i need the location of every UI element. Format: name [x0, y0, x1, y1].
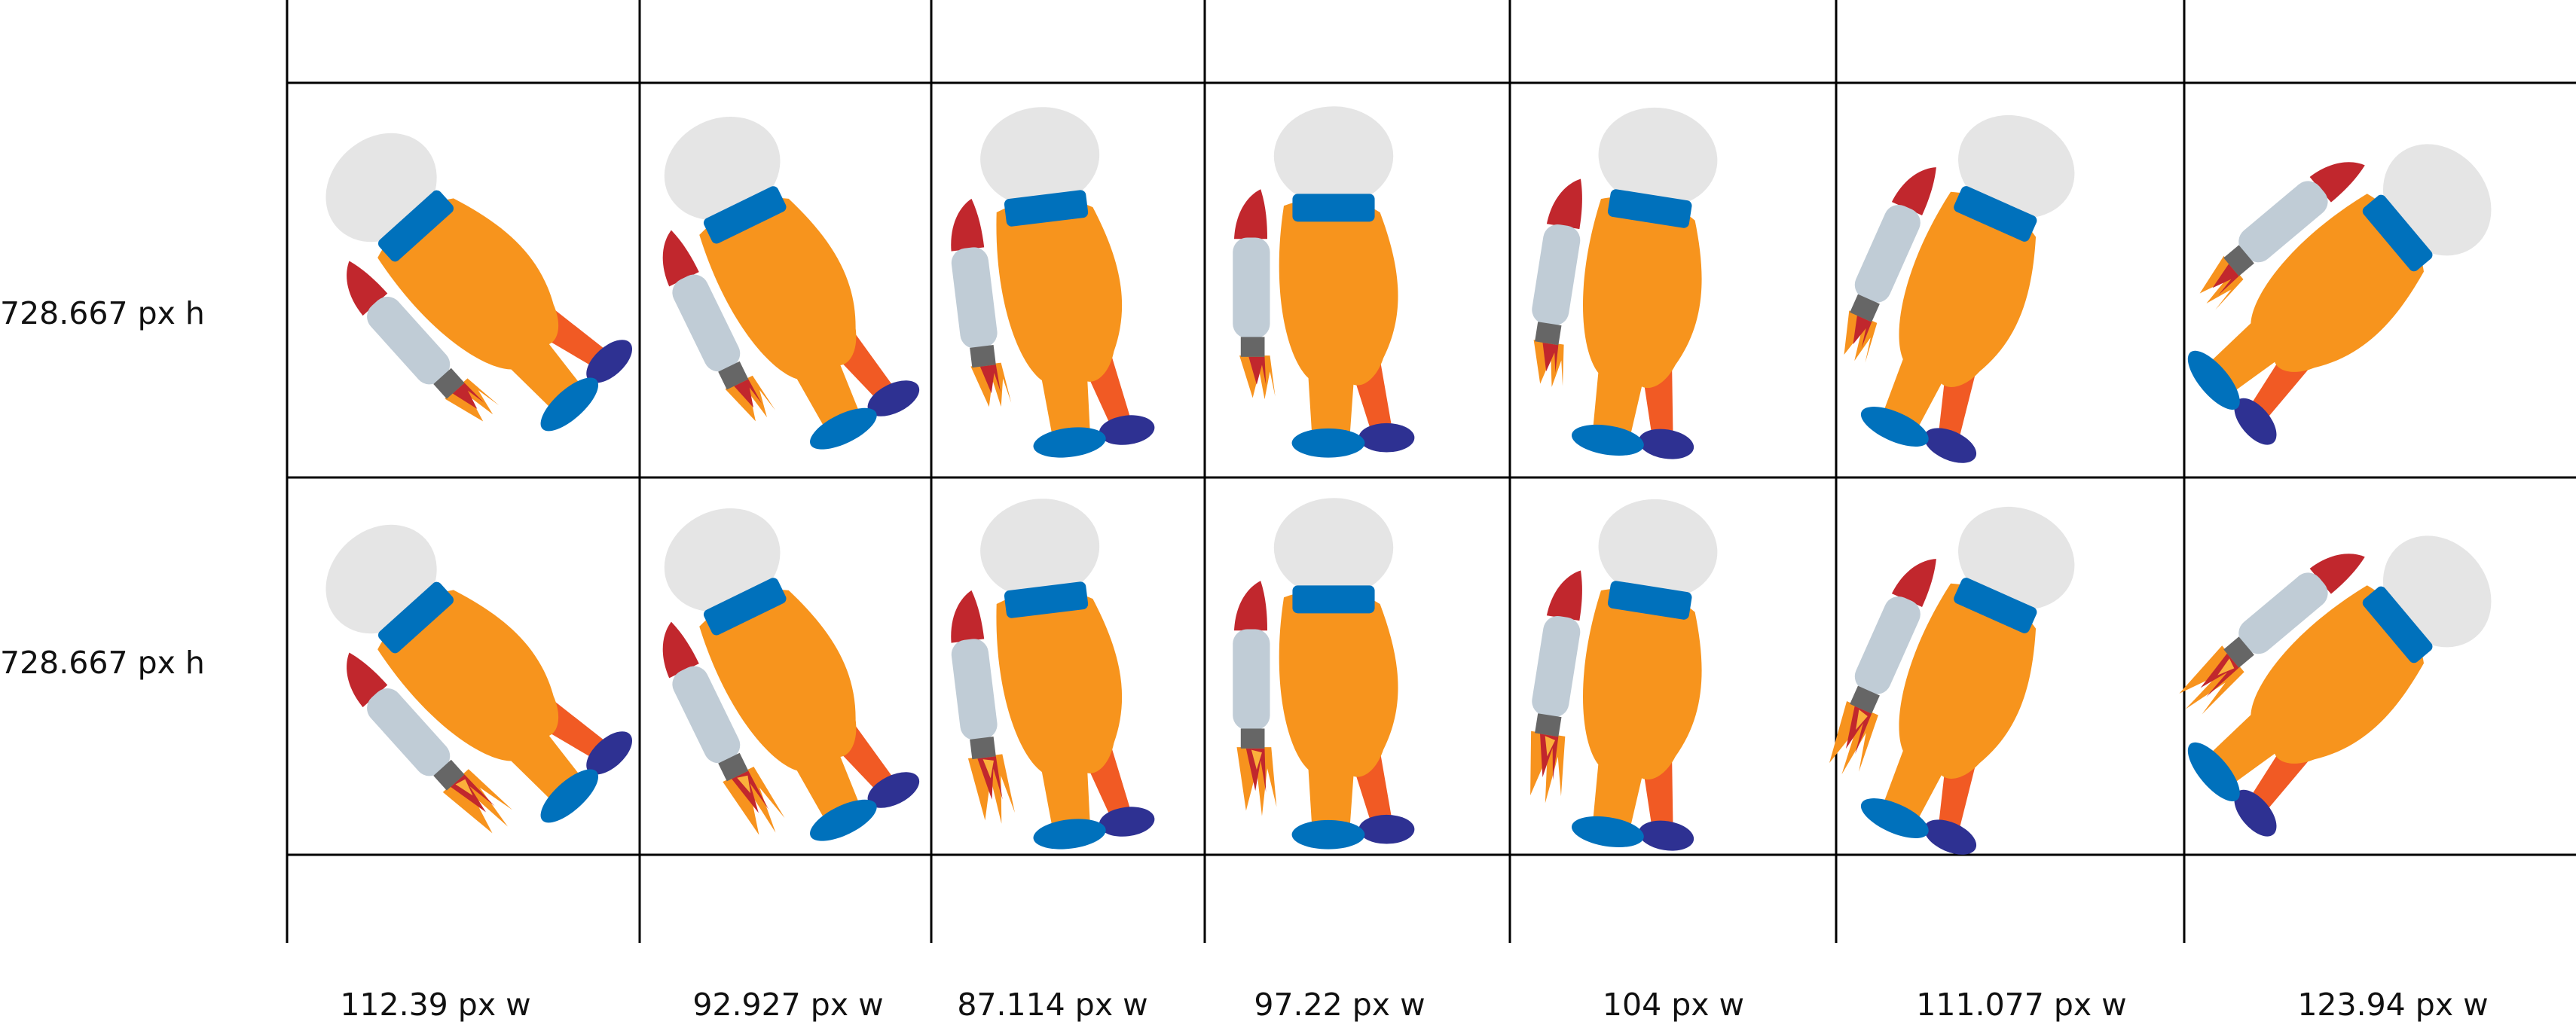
astronaut-jetpack-icon: [1511, 93, 1746, 468]
astronaut-jetpack-icon: [273, 488, 643, 871]
astronaut-body: [1511, 484, 1746, 860]
column-label: 104 px w: [1603, 987, 1744, 1023]
astronaut-jetpack-icon: [1233, 498, 1415, 850]
row-label: 728.667 px h: [0, 645, 205, 681]
astronaut-body: [2141, 482, 2528, 847]
astronaut-body: [1233, 106, 1415, 458]
astronaut-body: [610, 88, 927, 484]
astronaut-body: [2141, 90, 2528, 456]
column-label: 111.077 px w: [1916, 987, 2126, 1023]
astronaut-jetpack-icon: [610, 480, 927, 876]
astronaut-jetpack-icon: [1801, 80, 2111, 475]
jet-flame: [1818, 700, 1884, 781]
column-label: 123.94 px w: [2297, 987, 2488, 1023]
jet-flame: [1520, 731, 1571, 806]
astronaut-jetpack-icon: [2141, 482, 2528, 847]
astronaut-jetpack-icon: [2141, 90, 2528, 456]
astronaut-jetpack-icon: [1801, 471, 2111, 867]
grid: [286, 0, 2576, 943]
astronaut-jetpack-icon: [934, 97, 1157, 469]
astronaut-jetpack-icon: [610, 88, 927, 484]
astronaut-body: [1511, 93, 1746, 468]
astronaut-jetpack-icon: [934, 489, 1157, 861]
jet-flame: [1239, 355, 1276, 400]
astronaut-body: [1801, 471, 2111, 867]
column-label: 87.114 px w: [957, 987, 1147, 1023]
astronaut-body: [934, 97, 1157, 469]
jet-flame: [1831, 310, 1882, 365]
astronaut-jetpack-icon: [1233, 106, 1415, 458]
row-label: 728.667 px h: [0, 295, 205, 331]
column-label: 97.22 px w: [1254, 987, 1425, 1023]
jet-flame: [1526, 340, 1569, 389]
astronaut-body: [273, 96, 643, 480]
column-label: 112.39 px w: [340, 987, 530, 1023]
astronaut-jetpack-icon: [1511, 484, 1746, 860]
jet-flame: [967, 753, 1016, 827]
jet-flame: [1236, 747, 1277, 816]
column-label: 92.927 px w: [692, 987, 883, 1023]
astronaut-body: [1801, 80, 2111, 475]
astronaut-body: [273, 488, 643, 871]
jet-flame: [970, 361, 1012, 410]
astronaut-body: [934, 489, 1157, 861]
astronaut-jetpack-icon: [273, 96, 643, 480]
